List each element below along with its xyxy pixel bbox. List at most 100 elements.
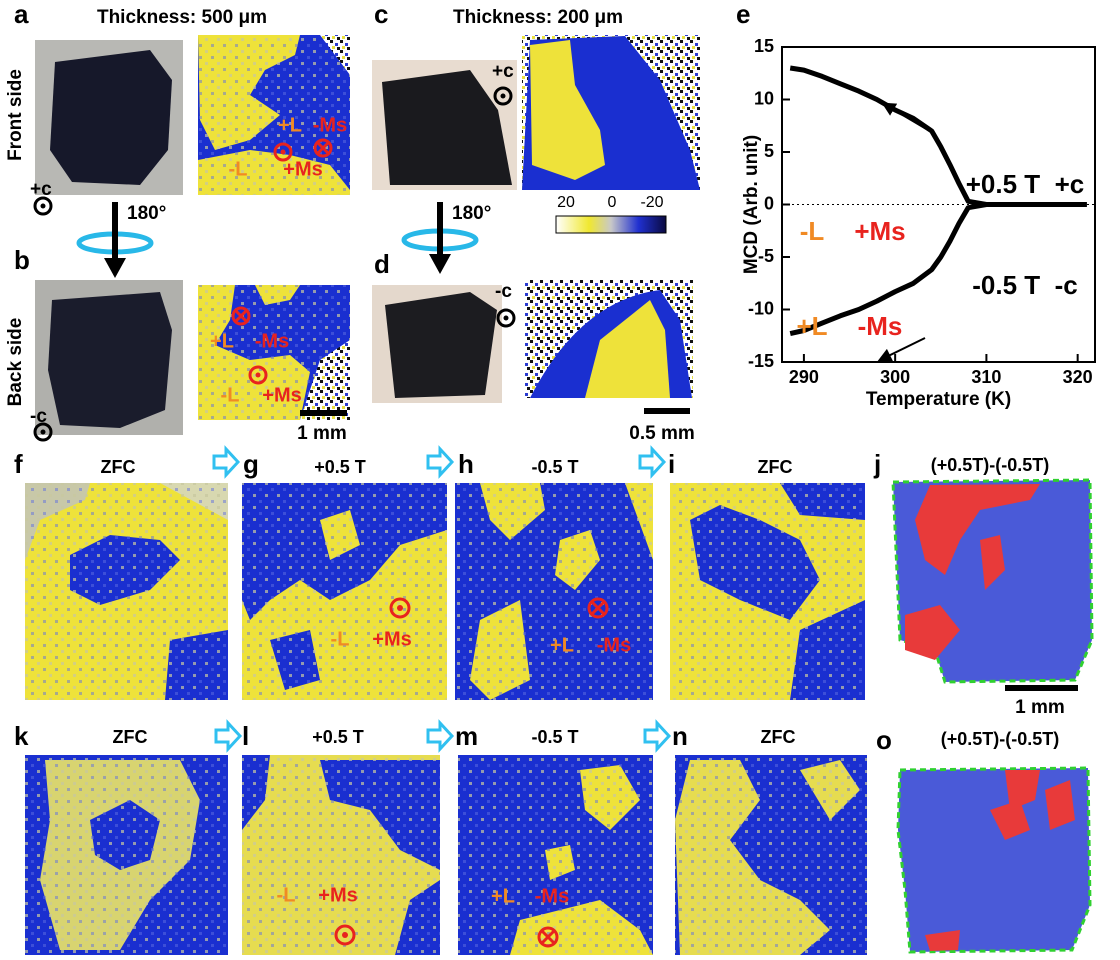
- panel-label: h: [458, 449, 474, 479]
- step-arrow: [428, 449, 452, 475]
- x-tick-label: 290: [789, 367, 819, 387]
- panel-title: -0.5 T: [531, 457, 578, 477]
- annotation-l: -L: [331, 628, 350, 650]
- panel-d: [372, 280, 693, 411]
- step-arrow: [428, 723, 452, 749]
- annotation-ms: -Ms: [535, 885, 569, 907]
- crystal-photo: [385, 292, 497, 398]
- sweep-arrow: [884, 104, 928, 130]
- row-2: [25, 723, 1090, 955]
- figure: a Thickness: 500 μm Front side +c +L -Ms…: [0, 0, 1120, 960]
- annotation: +L: [796, 311, 827, 341]
- out-of-plane-dot: [41, 204, 46, 209]
- panel-label: c: [374, 0, 388, 29]
- annotation-l: -L: [277, 884, 296, 906]
- out-of-plane-dot: [41, 430, 46, 435]
- y-tick-label: 15: [754, 36, 774, 56]
- annotation-l: +L: [491, 885, 515, 907]
- crystal-photo: [50, 50, 172, 185]
- texture: [25, 483, 228, 700]
- panel-title: (+0.5T)-(-0.5T): [941, 729, 1060, 749]
- scale-label: 1 mm: [1015, 697, 1065, 718]
- x-tick-label: 320: [1063, 367, 1093, 387]
- annotation-ms: +Ms: [262, 384, 301, 406]
- y-tick-label: 10: [754, 88, 774, 108]
- step-arrow: [214, 449, 238, 475]
- texture: [25, 755, 228, 955]
- y-tick-label: -15: [748, 351, 774, 371]
- annotation: -L: [800, 216, 825, 246]
- panel-label: i: [668, 449, 675, 479]
- step-arrow: [216, 723, 240, 749]
- annotation-l: -L: [221, 384, 240, 406]
- annotation-l: +L: [210, 330, 234, 352]
- panel-title: ZFC: [101, 457, 136, 477]
- scale-label: 0.5 mm: [629, 423, 694, 444]
- annotation-ms: +Ms: [283, 158, 322, 180]
- annotation: +0.5 T +c: [966, 169, 1085, 199]
- texture: [25, 483, 865, 700]
- panel-label: b: [14, 245, 30, 275]
- axis-mark: -c: [30, 406, 47, 427]
- axis-mark: -c: [495, 281, 512, 302]
- colorbar-label: 20: [557, 194, 575, 211]
- annotation-ms: +Ms: [318, 884, 357, 906]
- thickness-title: Thickness: 200 μm: [453, 7, 623, 28]
- panel-a: [35, 35, 350, 214]
- panel-title: ZFC: [113, 727, 148, 747]
- dot-symbol-center: [342, 932, 348, 938]
- colorbar-label: 0: [608, 194, 617, 211]
- rotation-label: 180°: [127, 203, 166, 224]
- annotation-ms: -Ms: [597, 634, 631, 656]
- x-axis-label: Temperature (K): [866, 389, 1011, 410]
- panel-label: e: [736, 0, 750, 29]
- side-label: Front side: [5, 69, 26, 161]
- arrow-head: [429, 254, 451, 274]
- out-of-plane-dot: [501, 94, 506, 99]
- x-tick-label: 300: [880, 367, 910, 387]
- colorbar: [556, 216, 666, 233]
- panel-title: (+0.5T)-(-0.5T): [931, 455, 1050, 475]
- texture: [25, 755, 867, 955]
- step-arrow: [640, 449, 664, 475]
- panel-label: o: [876, 725, 892, 755]
- arrow-head: [104, 258, 126, 278]
- texture: [675, 755, 867, 955]
- texture: [455, 483, 653, 700]
- annotation-ms: +Ms: [372, 628, 411, 650]
- annotation-ms: -Ms: [255, 330, 289, 352]
- panel-c: [372, 35, 700, 190]
- x-tick-label: 310: [971, 367, 1001, 387]
- step-arrow: [645, 723, 669, 749]
- rotation-label: 180°: [452, 203, 491, 224]
- panel-label: j: [873, 449, 881, 479]
- annotation: -Ms: [858, 311, 903, 341]
- panel-title: +0.5 T: [314, 457, 366, 477]
- y-tick-label: -10: [748, 298, 774, 318]
- crystal-photo: [48, 292, 172, 428]
- panel-title: -0.5 T: [531, 727, 578, 747]
- annotation-ms: -Ms: [313, 114, 347, 136]
- panel-label: n: [672, 721, 688, 751]
- dot-symbol-center: [397, 605, 403, 611]
- annotation-l: +L: [278, 114, 302, 136]
- texture: [670, 483, 865, 700]
- sweep-arrow: [880, 338, 925, 360]
- dot-symbol-center: [281, 150, 286, 155]
- panel-label: k: [14, 721, 29, 751]
- panel-title: +0.5 T: [312, 727, 364, 747]
- panel-b: [35, 280, 350, 440]
- panel-label: a: [14, 0, 29, 29]
- row-1: [25, 449, 1092, 700]
- panel-label: d: [374, 249, 390, 279]
- texture: [242, 755, 440, 955]
- y-axis-label: MCD (Arb. unit): [741, 135, 762, 274]
- out-of-plane-dot: [504, 316, 509, 321]
- axis-mark: +c: [492, 61, 514, 82]
- annotation-l: -L: [229, 158, 248, 180]
- panel-title: ZFC: [761, 727, 796, 747]
- panel-label: l: [242, 721, 249, 751]
- texture: [458, 755, 653, 955]
- y-tick-label: 5: [764, 141, 774, 161]
